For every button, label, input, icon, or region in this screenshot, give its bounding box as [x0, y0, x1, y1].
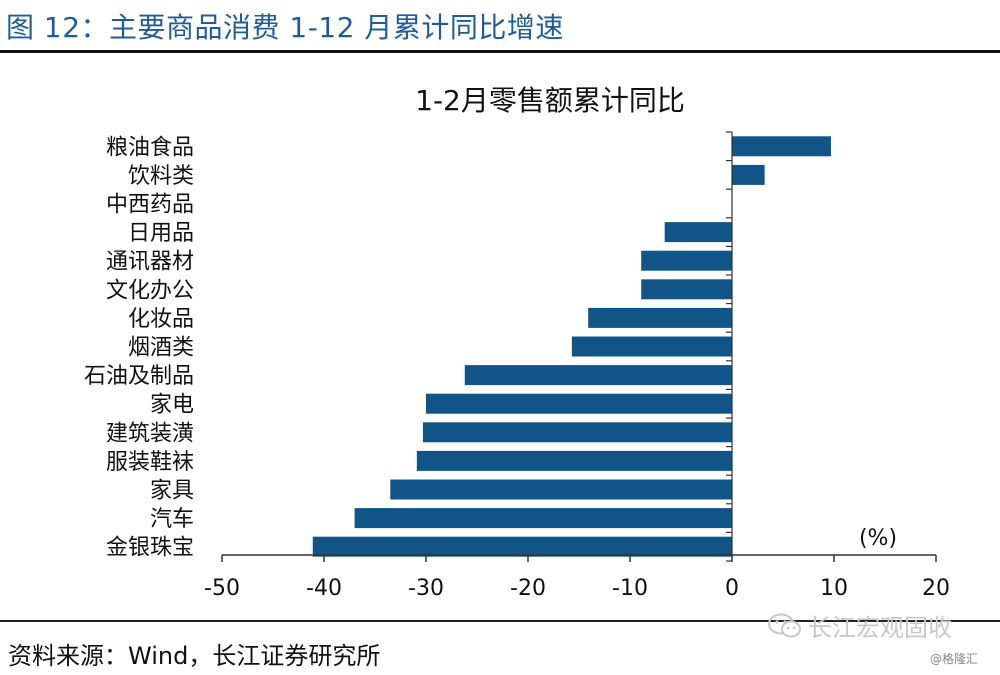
- x-tick-label: 20: [922, 576, 950, 601]
- category-label: 文化办公: [106, 278, 194, 303]
- bar-12: [390, 479, 732, 500]
- category-label: 石油及制品: [84, 364, 194, 389]
- category-label: 金银珠宝: [106, 536, 194, 561]
- x-tick-label: -30: [408, 576, 444, 601]
- bar-3: [664, 222, 732, 243]
- bar-8: [464, 365, 732, 386]
- bar-10: [422, 422, 732, 443]
- x-tick-label: -20: [510, 576, 546, 601]
- chart-title: 1-2月零售额累计同比: [415, 84, 685, 117]
- category-label: 通讯器材: [106, 250, 194, 275]
- unit-label: (%): [859, 526, 897, 551]
- chart-area: 1-2月零售额累计同比 粮油食品饮料类中西药品日用品通讯器材文化办公化妆品烟酒类…: [0, 60, 1000, 620]
- bar-5: [641, 279, 732, 300]
- category-label: 家具: [150, 479, 194, 504]
- x-tick-label: 10: [820, 576, 848, 601]
- x-tick-label: 0: [725, 576, 739, 601]
- category-label: 中西药品: [106, 193, 194, 218]
- x-tick-label: -50: [204, 576, 240, 601]
- bar-1: [732, 164, 765, 185]
- x-tick-label: -40: [306, 576, 342, 601]
- watermark-subtext: @格隆汇: [930, 652, 979, 666]
- category-label: 饮料类: [128, 164, 194, 189]
- bar-11: [416, 450, 732, 471]
- category-label: 家电: [150, 393, 194, 418]
- bar-13: [354, 508, 732, 529]
- figure-title: 图 12：主要商品消费 1-12 月累计同比增速: [6, 11, 564, 44]
- bar-14: [312, 536, 732, 557]
- bar-0: [732, 136, 831, 157]
- wechat-icon: [768, 613, 801, 637]
- category-label: 粮油食品: [106, 135, 194, 160]
- category-label: 化妆品: [128, 307, 194, 332]
- x-tick-label: -10: [612, 576, 648, 601]
- watermark-text: 长江宏观固收: [808, 614, 952, 642]
- category-label: 烟酒类: [128, 336, 194, 361]
- bar-6: [588, 307, 732, 328]
- watermark: 长江宏观固收: [768, 608, 952, 643]
- bar-7: [571, 336, 732, 357]
- source-note: 资料来源：Wind，长江证券研究所: [8, 642, 381, 670]
- category-label: 日用品: [128, 221, 194, 246]
- category-label: 汽车: [150, 507, 194, 532]
- bar-9: [426, 393, 732, 414]
- title-divider: [0, 50, 1000, 53]
- category-label: 建筑装潢: [106, 421, 194, 446]
- footer-divider: [0, 620, 1000, 622]
- bar-chart: 1-2月零售额累计同比 粮油食品饮料类中西药品日用品通讯器材文化办公化妆品烟酒类…: [84, 84, 950, 601]
- bar-4: [641, 250, 732, 271]
- category-label: 服装鞋袜: [106, 450, 194, 475]
